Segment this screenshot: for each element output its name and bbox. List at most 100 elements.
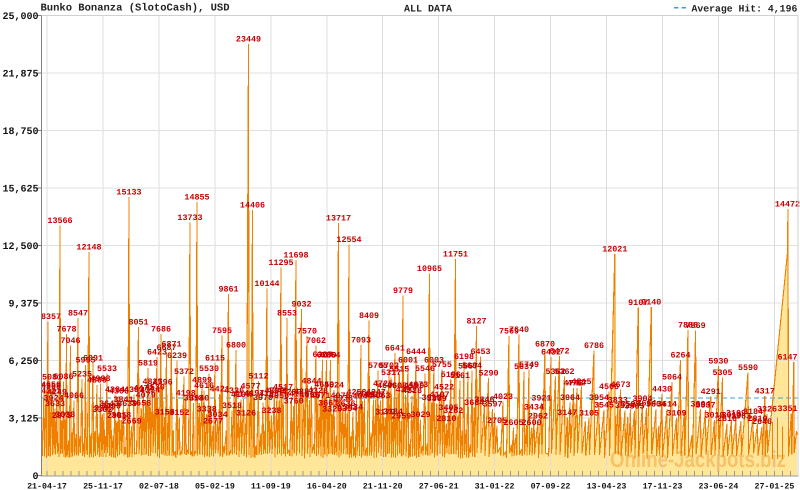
svg-text:3524: 3524 [615, 401, 635, 411]
svg-text:3105: 3105 [579, 409, 599, 419]
svg-text:25-11-17: 25-11-17 [83, 482, 123, 490]
svg-text:3351: 3351 [777, 404, 797, 414]
svg-text:Online-Jackpots.biz: Online-Jackpots.biz [610, 446, 786, 472]
svg-text:Average Hit: 4,196: Average Hit: 4,196 [692, 4, 798, 15]
svg-text:13717: 13717 [326, 213, 351, 223]
svg-text:4336: 4336 [224, 386, 244, 396]
svg-text:8051: 8051 [128, 318, 148, 328]
svg-text:05-02-19: 05-02-19 [195, 482, 235, 490]
svg-text:3109: 3109 [726, 409, 746, 419]
svg-text:12021: 12021 [602, 245, 627, 255]
svg-text:7569: 7569 [499, 327, 519, 337]
svg-text:2959: 2959 [391, 411, 411, 421]
svg-text:4568: 4568 [41, 382, 61, 392]
svg-text:31-01-22: 31-01-22 [475, 482, 515, 490]
svg-text:10144: 10144 [254, 279, 279, 289]
svg-text:4339: 4339 [264, 386, 284, 396]
svg-text:5703: 5703 [379, 361, 399, 371]
svg-text:3184: 3184 [743, 407, 763, 417]
svg-text:5161: 5161 [450, 371, 470, 381]
svg-text:3595: 3595 [620, 400, 640, 410]
svg-text:4107: 4107 [429, 390, 449, 400]
svg-text:3684: 3684 [464, 398, 484, 408]
svg-text:4056: 4056 [269, 391, 289, 401]
svg-text:4198: 4198 [176, 389, 196, 399]
svg-text:4530: 4530 [145, 383, 165, 393]
svg-text:5305: 5305 [712, 368, 732, 378]
svg-text:4044: 4044 [353, 391, 373, 401]
svg-text:4063: 4063 [370, 391, 390, 401]
svg-text:6198: 6198 [454, 352, 474, 362]
svg-text:8409: 8409 [359, 311, 379, 321]
svg-text:4125: 4125 [363, 390, 383, 400]
svg-text:4673: 4673 [408, 380, 428, 390]
svg-text:4079: 4079 [136, 391, 156, 401]
svg-text:6687: 6687 [156, 343, 176, 353]
svg-text:3921: 3921 [531, 394, 551, 404]
svg-text:27-01-25: 27-01-25 [754, 482, 794, 490]
svg-text:3505: 3505 [624, 401, 644, 411]
svg-text:3038: 3038 [55, 410, 75, 420]
svg-text:3537: 3537 [695, 401, 715, 411]
svg-text:4384: 4384 [105, 385, 125, 395]
svg-text:4066: 4066 [64, 391, 84, 401]
svg-text:12,500: 12,500 [2, 242, 38, 253]
svg-text:3954: 3954 [589, 393, 609, 403]
svg-text:2810: 2810 [747, 414, 767, 424]
svg-text:3545: 3545 [594, 401, 614, 411]
svg-text:4522: 4522 [434, 383, 454, 393]
svg-text:21-04-17: 21-04-17 [27, 482, 67, 490]
svg-text:3846: 3846 [474, 395, 494, 405]
svg-text:ALL DATA: ALL DATA [404, 5, 452, 16]
svg-text:14406: 14406 [240, 201, 265, 211]
svg-text:4421: 4421 [210, 385, 230, 395]
svg-text:3302: 3302 [92, 405, 112, 415]
svg-text:21-11-20: 21-11-20 [363, 482, 403, 490]
svg-text:7686: 7686 [151, 324, 171, 334]
svg-text:9107: 9107 [628, 298, 648, 308]
svg-text:3760: 3760 [284, 397, 304, 407]
svg-text:4566: 4566 [599, 382, 619, 392]
svg-text:9861: 9861 [218, 284, 238, 294]
svg-text:4608: 4608 [387, 381, 407, 391]
svg-text:5533: 5533 [97, 364, 117, 374]
svg-text:23449: 23449 [236, 34, 261, 44]
svg-text:4328: 4328 [308, 386, 328, 396]
svg-text:12148: 12148 [76, 242, 101, 252]
svg-text:5290: 5290 [478, 369, 498, 379]
svg-text:4156: 4156 [289, 389, 309, 399]
svg-text:4291: 4291 [701, 387, 721, 397]
svg-text:4472: 4472 [133, 384, 153, 394]
svg-text:3434: 3434 [524, 403, 544, 413]
svg-text:5196: 5196 [441, 370, 461, 380]
svg-text:4075: 4075 [331, 391, 351, 401]
svg-text:3964: 3964 [560, 393, 580, 403]
svg-text:7886: 7886 [678, 321, 698, 331]
svg-text:4321: 4321 [41, 386, 61, 396]
svg-text:8357: 8357 [41, 312, 61, 322]
svg-text:4673: 4673 [610, 380, 630, 390]
svg-text:3938: 3938 [333, 393, 353, 403]
svg-text:02-07-18: 02-07-18 [139, 482, 179, 490]
svg-text:12554: 12554 [336, 235, 361, 245]
svg-text:3841: 3841 [113, 395, 133, 405]
svg-text:27-06-21: 27-06-21 [419, 482, 459, 490]
svg-text:3029: 3029 [410, 410, 430, 420]
svg-text:2810: 2810 [436, 414, 456, 424]
svg-text:3490: 3490 [101, 402, 121, 412]
svg-text:2600: 2600 [522, 418, 542, 428]
svg-text:3661: 3661 [318, 398, 338, 408]
svg-text:6001: 6001 [398, 355, 418, 365]
svg-text:13733: 13733 [177, 213, 202, 223]
svg-text:3405: 3405 [438, 403, 458, 413]
svg-text:11-09-19: 11-09-19 [251, 482, 291, 490]
svg-text:7062: 7062 [306, 336, 326, 346]
svg-text:8547: 8547 [68, 309, 88, 319]
svg-text:7595: 7595 [212, 326, 232, 336]
svg-text:3126: 3126 [236, 408, 256, 418]
svg-text:5819: 5819 [138, 359, 158, 369]
svg-text:2605: 2605 [503, 418, 523, 428]
svg-text:3918: 3918 [183, 394, 203, 404]
svg-text:Bunko Bonanza (SlotoCash), USD: Bunko Bonanza (SlotoCash), USD [41, 3, 230, 15]
svg-text:3152: 3152 [169, 408, 189, 418]
